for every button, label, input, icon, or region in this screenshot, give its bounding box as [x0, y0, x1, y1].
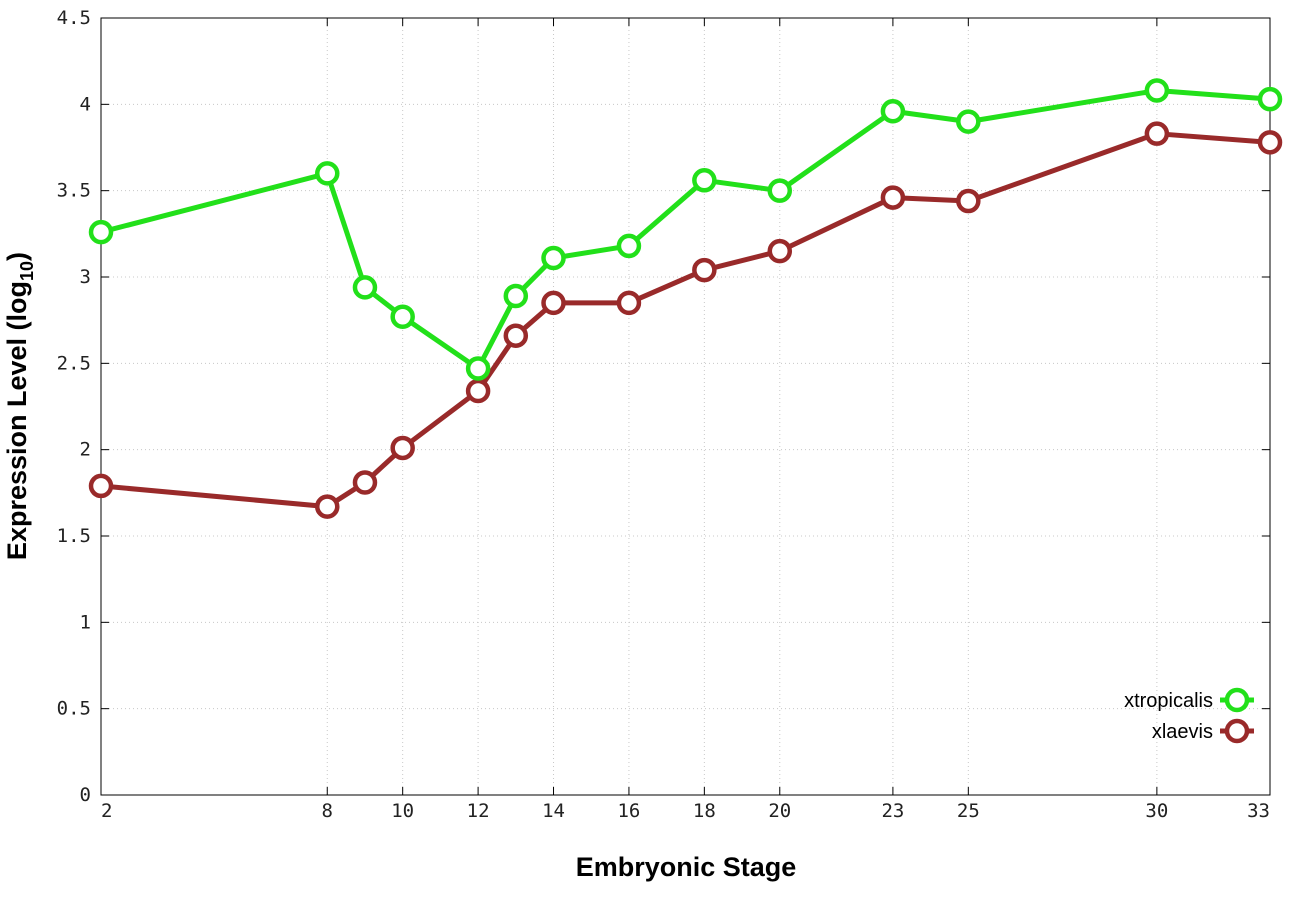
x-tick-label: 12 [467, 800, 490, 822]
grid-lines [101, 18, 1270, 795]
data-point-xlaevis [465, 378, 491, 404]
data-point-xlaevis [1144, 121, 1170, 146]
series-xlaevis [88, 121, 1283, 519]
data-point-xtropicalis [767, 178, 793, 203]
plot-frame [100, 17, 1271, 796]
data-point-xtropicalis [616, 233, 642, 259]
x-tick-label: 10 [391, 800, 414, 822]
data-point-xlaevis [767, 238, 793, 264]
data-point-xlaevis [503, 323, 529, 348]
legend-marker [1224, 718, 1250, 744]
series-line-xtropicalis [100, 88, 1271, 372]
y-axis-title-subscript: 10 [17, 261, 37, 281]
y-tick-label: 0 [80, 784, 91, 806]
data-point-xlaevis [541, 290, 566, 316]
y-tick-label: 4.5 [57, 7, 91, 29]
x-tick-label: 8 [322, 800, 333, 822]
data-point-xlaevis [616, 290, 642, 316]
legend-label: xtropicalis [1124, 690, 1213, 712]
data-point-xtropicalis [315, 161, 340, 186]
x-tick-label: 33 [1247, 800, 1270, 822]
data-point-xtropicalis [390, 304, 415, 329]
legend-label: xlaevis [1152, 721, 1213, 743]
series-layer [88, 78, 1283, 519]
x-tick-label: 2 [101, 800, 112, 822]
data-point-xtropicalis [1257, 86, 1283, 112]
y-axis-title: Expression Level (log10) [2, 252, 37, 560]
legend-entry-xtropicalis: xtropicalis [1124, 687, 1254, 713]
y-tick-label: 0.5 [57, 698, 91, 720]
y-tick-label: 3.5 [57, 180, 91, 202]
x-tick-label: 23 [881, 800, 904, 822]
y-tick-label: 1 [80, 611, 91, 633]
y-tick-label: 2 [80, 439, 91, 461]
legend-marker [1224, 687, 1250, 713]
series-line-xlaevis [100, 131, 1271, 510]
data-point-xlaevis [352, 470, 378, 495]
data-point-xlaevis [315, 494, 340, 519]
data-point-xlaevis [390, 435, 415, 461]
x-axis-title: Embryonic Stage [576, 852, 797, 882]
data-point-xtropicalis [352, 275, 378, 300]
data-point-xlaevis [880, 185, 906, 210]
axis-ticks: 0 0.5 1 1.5 2 2.5 3 3.5 4 4.5 2 8 10 12 14 16 18 20 23 25 30… [57, 7, 1271, 822]
legend: xtropicalis xlaevis [1124, 687, 1254, 744]
data-point-xtropicalis [541, 245, 566, 271]
x-tick-label: 20 [768, 800, 791, 822]
series-xtropicalis [88, 78, 1283, 381]
legend-entry-xlaevis: xlaevis [1152, 718, 1254, 744]
data-point-xtropicalis [465, 356, 491, 381]
data-point-xtropicalis [692, 168, 717, 193]
data-point-xlaevis [956, 188, 981, 214]
y-axis-title-main: Expression Level (log [2, 281, 32, 560]
data-point-xtropicalis [1144, 78, 1170, 103]
y-tick-label: 1.5 [57, 525, 91, 547]
data-point-xlaevis [88, 473, 114, 499]
y-tick-label: 2.5 [57, 352, 91, 374]
x-tick-label: 30 [1145, 800, 1168, 822]
y-tick-label: 3 [80, 266, 91, 288]
y-axis-title-close: ) [2, 252, 32, 261]
data-point-xtropicalis [503, 283, 529, 309]
x-tick-label: 18 [693, 800, 716, 822]
y-tick-label: 4 [80, 93, 91, 115]
data-point-xtropicalis [956, 109, 981, 134]
data-point-xlaevis [692, 257, 717, 283]
data-point-xlaevis [1257, 130, 1283, 155]
x-tick-label: 16 [617, 800, 640, 822]
data-point-xtropicalis [880, 98, 906, 124]
x-tick-label: 25 [957, 800, 980, 822]
x-tick-label: 14 [542, 800, 565, 822]
data-point-xtropicalis [88, 219, 114, 245]
